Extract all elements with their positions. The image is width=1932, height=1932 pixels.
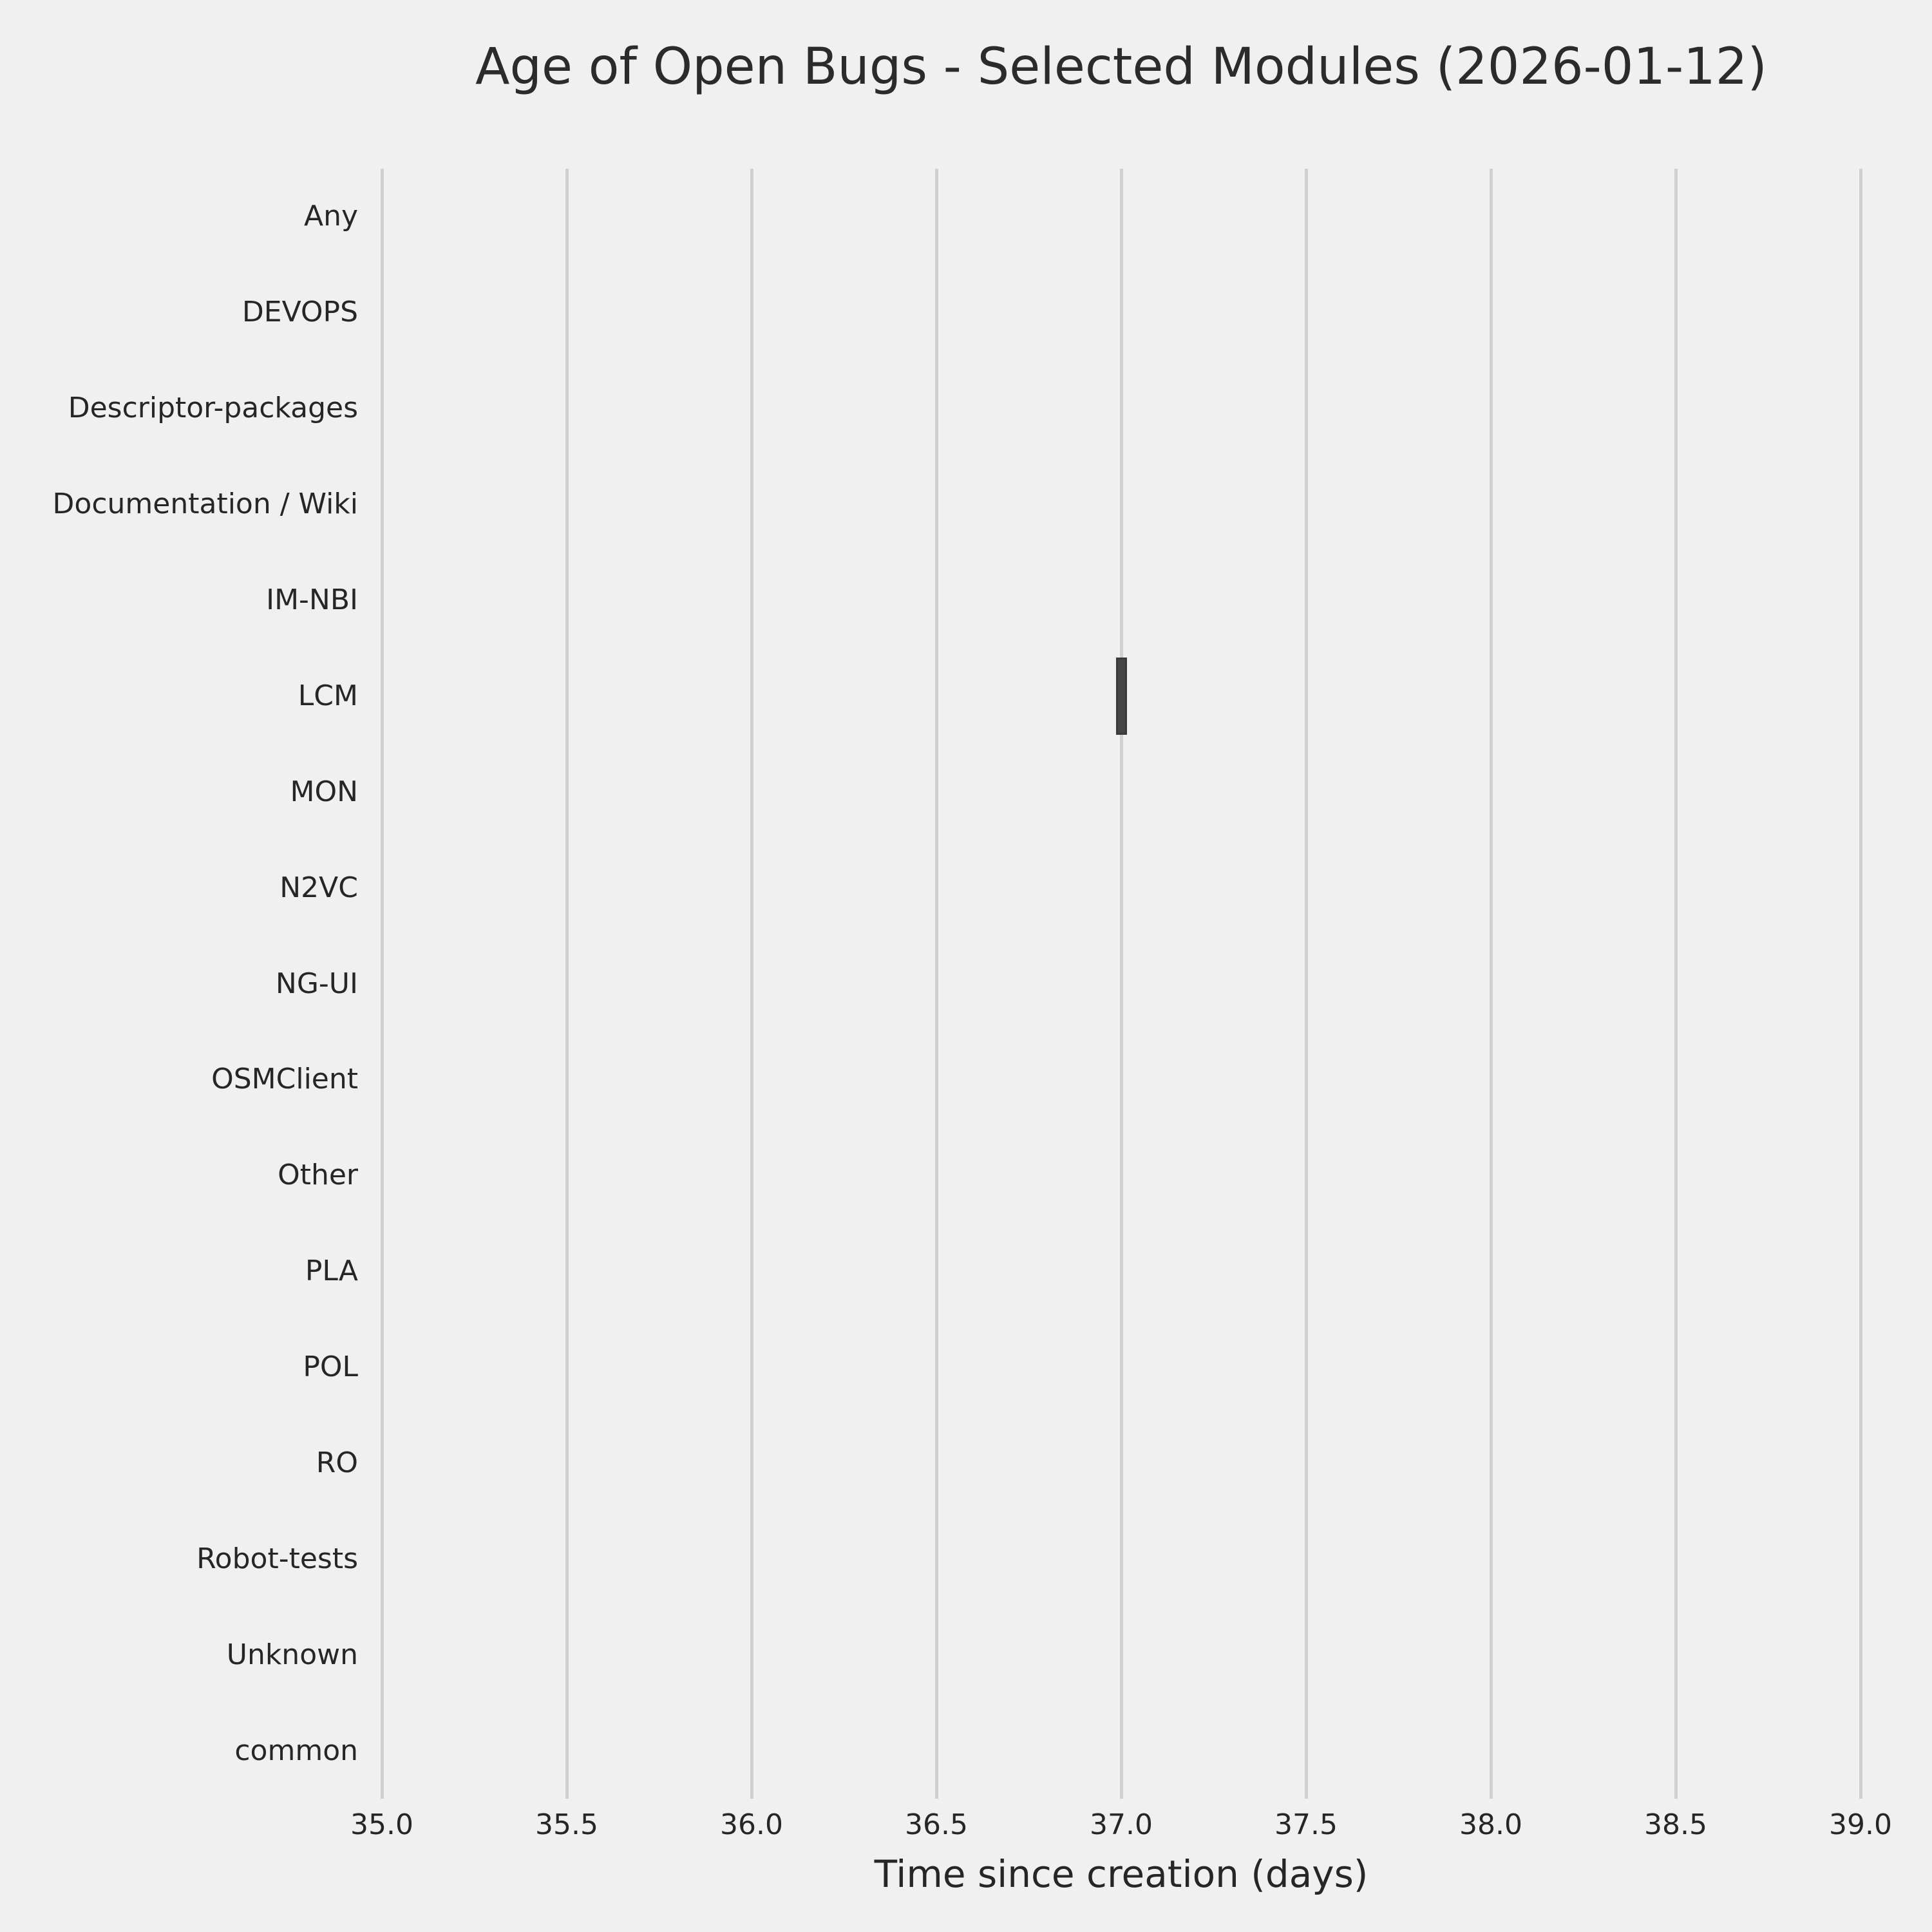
gridline bbox=[934, 169, 938, 1799]
gridline bbox=[380, 169, 384, 1799]
y-tick-label: Descriptor-packages bbox=[68, 392, 358, 425]
x-tick-label: 36.0 bbox=[720, 1808, 783, 1841]
y-tick-label: N2VC bbox=[279, 871, 358, 904]
gridline bbox=[1489, 169, 1493, 1799]
y-tick-label: common bbox=[234, 1734, 358, 1767]
gridline bbox=[1674, 169, 1678, 1799]
gridline bbox=[565, 169, 569, 1799]
x-tick-label: 36.5 bbox=[905, 1808, 968, 1841]
y-tick-label: PLA bbox=[305, 1255, 358, 1288]
gridline bbox=[750, 169, 753, 1799]
x-tick-label: 38.5 bbox=[1644, 1808, 1707, 1841]
y-tick-label: Unknown bbox=[226, 1638, 358, 1671]
gridline bbox=[1304, 169, 1308, 1799]
y-tick-label: Documentation / Wiki bbox=[52, 488, 358, 521]
y-tick-label: POL bbox=[303, 1350, 358, 1384]
y-tick-label: NG-UI bbox=[275, 967, 358, 1000]
y-tick-label: IM-NBI bbox=[266, 583, 358, 616]
x-tick-label: 37.0 bbox=[1090, 1808, 1153, 1841]
chart-title: Age of Open Bugs - Selected Modules (202… bbox=[475, 38, 1767, 96]
x-tick-label: 38.0 bbox=[1459, 1808, 1522, 1841]
x-tick-label: 39.0 bbox=[1829, 1808, 1892, 1841]
y-tick-label: DEVOPS bbox=[242, 296, 358, 329]
y-tick-label: OSMClient bbox=[211, 1063, 358, 1096]
y-tick-label: Robot-tests bbox=[196, 1542, 358, 1575]
x-tick-label: 35.5 bbox=[535, 1808, 598, 1841]
y-tick-label: LCM bbox=[298, 679, 358, 712]
x-tick-label: 35.0 bbox=[350, 1808, 413, 1841]
y-tick-label: RO bbox=[316, 1446, 358, 1479]
boxplot-box-LCM bbox=[1115, 657, 1127, 735]
gridline bbox=[1859, 169, 1862, 1799]
y-tick-label: Other bbox=[278, 1159, 358, 1192]
x-tick-label: 37.5 bbox=[1274, 1808, 1338, 1841]
y-tick-label: MON bbox=[290, 775, 358, 808]
gridline bbox=[1119, 169, 1123, 1799]
y-tick-label: Any bbox=[303, 200, 358, 233]
x-axis-label: Time since creation (days) bbox=[874, 1852, 1368, 1896]
